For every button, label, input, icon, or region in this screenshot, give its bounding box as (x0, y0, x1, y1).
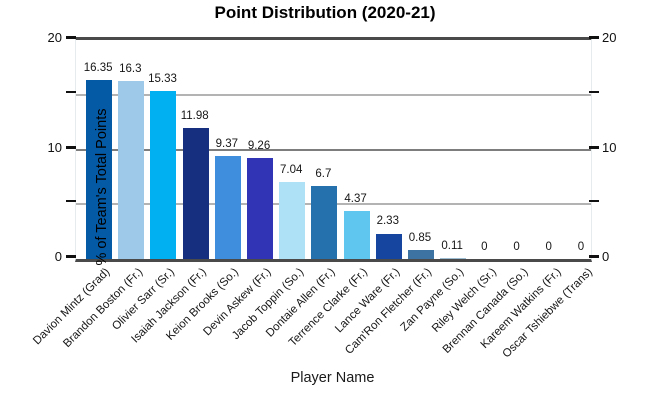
bar (279, 181, 306, 259)
y-tick-label-left: 10 (47, 139, 62, 155)
bar-value-label: 2.33 (376, 215, 399, 228)
bar (214, 156, 241, 259)
y-tick-left (66, 145, 76, 149)
y-tick-left (66, 255, 76, 258)
bar-value-label: 0.85 (408, 231, 432, 244)
gridline-minor (76, 93, 591, 96)
y-tick-right (589, 145, 599, 149)
bar-value-label: 11.98 (180, 109, 209, 122)
bar (118, 80, 145, 259)
bar-value-label: 0 (513, 241, 520, 253)
y-tick-label-right: 10 (602, 139, 617, 155)
bar-value-label: 7.04 (280, 163, 303, 176)
bar-value-label: 15.33 (148, 73, 177, 86)
bar (311, 185, 338, 259)
y-tick-right (589, 255, 599, 258)
bar (150, 91, 177, 259)
y-tick-left (66, 36, 76, 39)
bar-value-label: 9.26 (247, 139, 271, 152)
bar (407, 249, 434, 259)
y-tick-label-right: 20 (602, 30, 617, 45)
bar-value-label: 0 (481, 241, 488, 253)
bar-value-label: 0.11 (441, 239, 463, 252)
bar-value-label: 9.37 (215, 138, 239, 151)
plot-area: % of Team's Total Points (75, 37, 592, 266)
bar-value-label: 4.37 (344, 193, 367, 206)
y-tick-left (66, 90, 76, 93)
bar-value-label: 16.35 (83, 61, 113, 74)
bar (375, 233, 402, 259)
bar (247, 157, 274, 259)
y-tick-right (589, 200, 599, 203)
chart-title: Point Distribution (2020-21) (214, 3, 436, 22)
y-tick-right (589, 36, 599, 39)
bar-value-label: 16.3 (119, 62, 142, 75)
gridline-major (76, 148, 591, 151)
bar-value-label: 6.7 (315, 167, 332, 180)
bar-value-label: 0 (577, 241, 585, 253)
bar (86, 79, 113, 259)
bar (182, 127, 209, 259)
y-tick-label-right: 0 (602, 249, 610, 264)
x-axis-title: Player Name (290, 370, 375, 386)
bar (343, 211, 370, 259)
y-tick-label-left: 0 (54, 249, 62, 264)
y-tick-right (589, 90, 599, 93)
y-tick-label-left: 20 (47, 30, 62, 45)
bar-value-label: 0 (545, 241, 552, 253)
y-tick-left (66, 200, 76, 203)
bar (440, 257, 467, 259)
